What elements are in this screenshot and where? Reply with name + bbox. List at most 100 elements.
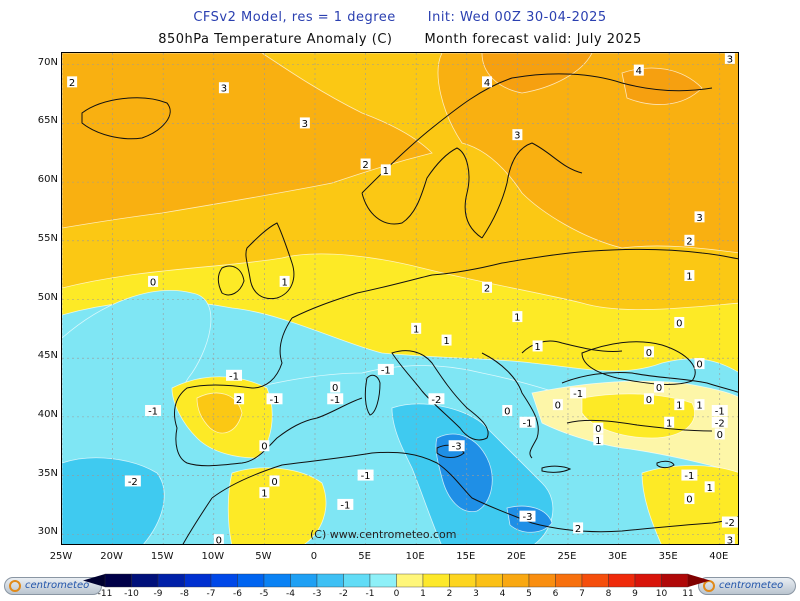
contour-label: 3 xyxy=(512,129,523,142)
anomaly-regions xyxy=(62,53,738,544)
lat-label: 60N xyxy=(37,174,58,186)
contour-label: -1 xyxy=(337,498,354,511)
colorbar-cell xyxy=(475,573,503,588)
colorbar-cell xyxy=(369,573,397,588)
contour-label: 1 xyxy=(259,487,270,500)
contour-label-text: 2 xyxy=(686,236,692,247)
contour-label: 0 xyxy=(148,275,159,288)
contour-label-text: 4 xyxy=(636,66,642,77)
contour-label: 1 xyxy=(593,434,604,447)
contour-label: 0 xyxy=(269,475,280,488)
colorbar-cell xyxy=(131,573,159,588)
contour-label-text: 1 xyxy=(666,418,672,429)
logo-right[interactable]: centrometeo xyxy=(698,577,796,595)
contour-label: 2 xyxy=(573,522,584,535)
lon-label: 40E xyxy=(709,551,729,562)
lat-lon-grid xyxy=(62,53,738,544)
colorbar-label: -9 xyxy=(153,589,163,599)
contour-label-text: 1 xyxy=(261,489,267,500)
contour-label: 2 xyxy=(482,281,493,294)
contour-label-text: -3 xyxy=(452,442,462,453)
colorbar-max-arrow xyxy=(688,574,710,587)
contour-label: 0 xyxy=(502,405,513,418)
colorbar-label: 4 xyxy=(499,589,506,599)
lon-label: 15E xyxy=(456,551,476,562)
logo-left[interactable]: centrometeo xyxy=(4,577,102,595)
contour-label: 0 xyxy=(213,534,224,544)
contour-label-text: 0 xyxy=(261,442,267,453)
region-plus1-africa xyxy=(227,467,327,544)
contour-label-text: 3 xyxy=(221,84,227,95)
contour-label: 2 xyxy=(684,234,695,247)
contour-label-text: 0 xyxy=(676,318,682,329)
contour-label: 2 xyxy=(234,393,245,406)
contour-label: 1 xyxy=(674,399,685,412)
colorbar-label: -7 xyxy=(206,589,216,599)
contour-label: -3 xyxy=(448,440,465,453)
contour-label-text: 2 xyxy=(575,524,581,535)
colorbar-cell xyxy=(104,573,132,588)
colorbar-label: 6 xyxy=(552,589,559,599)
colorbar-label: -6 xyxy=(233,589,242,599)
contour-label-text: -1 xyxy=(573,389,583,400)
colorbar-cell xyxy=(263,573,291,588)
colorbar-cell xyxy=(184,573,212,588)
contour-label-text: 0 xyxy=(646,395,652,406)
colorbar-cell xyxy=(237,573,265,588)
lat-label: 35N xyxy=(37,467,58,479)
contour-label-text: 2 xyxy=(362,160,368,171)
colorbar-label: -1 xyxy=(365,589,375,599)
contour-label: 0 xyxy=(259,440,270,453)
region-plus4-east xyxy=(621,67,703,105)
contour-label-text: 1 xyxy=(676,401,682,412)
contour-label: -1 xyxy=(266,393,283,406)
contour-label-text: 1 xyxy=(281,277,287,288)
colorbar-cell xyxy=(449,573,477,588)
colorbar-cell xyxy=(343,573,371,588)
contour-label-text: 3 xyxy=(302,119,308,130)
lon-label: 5W xyxy=(255,551,272,562)
contour-label: -1 xyxy=(681,469,698,482)
colorbar xyxy=(83,573,710,588)
colorbar-min-arrow xyxy=(83,574,105,587)
lon-label: 35E xyxy=(658,551,678,562)
contour-label: 3 xyxy=(218,82,229,95)
contour-label-text: 3 xyxy=(514,131,520,142)
contour-label: 1 xyxy=(664,416,675,429)
contour-label-text: -1 xyxy=(361,471,371,482)
contour-label: -1 xyxy=(570,387,587,400)
title-line-2: 850hPa Temperature Anomaly (C) Month fore… xyxy=(0,32,800,47)
contour-label-text: 2 xyxy=(69,78,75,89)
contour-label-text: 0 xyxy=(332,383,338,394)
contour-label-text: 0 xyxy=(696,360,702,371)
contour-label: 3 xyxy=(694,211,705,224)
contour-label-text: 1 xyxy=(706,483,712,494)
region-plus4-north xyxy=(481,53,593,94)
contour-label: 4 xyxy=(482,76,493,89)
contour-label-text: 1 xyxy=(534,342,540,353)
contour-label-text: 0 xyxy=(595,424,601,435)
colorbar-label: -8 xyxy=(180,589,189,599)
colorbar-label: -4 xyxy=(286,589,295,599)
contour-label-text: 0 xyxy=(271,477,277,488)
contour-label: 1 xyxy=(694,399,705,412)
contour-label-text: 1 xyxy=(443,336,449,347)
colorbar-label: 2 xyxy=(446,589,453,599)
valid-info: Month forecast valid: July 2025 xyxy=(424,32,642,47)
contour-label: -1 xyxy=(327,393,344,406)
colorbar-label: -3 xyxy=(312,589,322,599)
contour-label-text: 4 xyxy=(484,78,490,89)
contour-label: -2 xyxy=(124,475,141,488)
contour-label-text: 0 xyxy=(656,383,662,394)
contour-label: -1 xyxy=(711,405,728,418)
colorbar-label: 0 xyxy=(393,589,400,599)
colorbar-label: 3 xyxy=(473,589,479,599)
lon-label: 25E xyxy=(557,551,577,562)
contour-label-text: 1 xyxy=(413,324,419,335)
colorbar-label: 5 xyxy=(526,589,532,599)
logo-left-text: centrometeo xyxy=(25,580,90,591)
lat-label: 40N xyxy=(37,408,58,420)
contour-label-text: -1 xyxy=(523,418,533,429)
contour-label-text: 3 xyxy=(696,213,702,224)
colorbar-cell xyxy=(608,573,636,588)
